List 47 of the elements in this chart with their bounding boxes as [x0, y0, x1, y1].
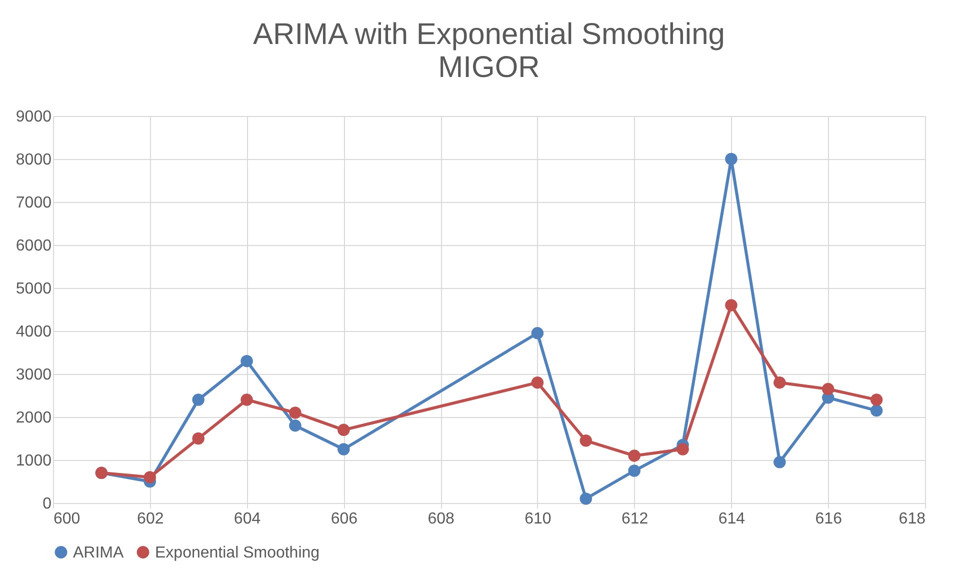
- y-tick-label: 2000: [16, 410, 52, 426]
- chart-subtitle: MIGOR: [438, 51, 540, 84]
- point: [725, 299, 738, 312]
- x-tick-label: 612: [621, 510, 648, 528]
- y-tick-label: 4000: [16, 324, 52, 340]
- y-tick-label: 9000: [16, 108, 52, 126]
- x-tick-label: 600: [54, 510, 80, 528]
- y-tick-label: 0: [42, 496, 52, 512]
- y-tick-label: 7000: [16, 194, 52, 212]
- legend-label: ARIMA: [73, 544, 124, 562]
- point: [822, 382, 834, 396]
- y-tick-label: 6000: [16, 238, 52, 254]
- point: [774, 376, 786, 389]
- y-tick-label: 3000: [16, 366, 52, 384]
- point: [144, 471, 156, 484]
- x-tick-label: 616: [815, 510, 842, 528]
- y-tick-label: 5000: [16, 280, 52, 298]
- point: [580, 434, 592, 447]
- y-tick-label: 8000: [16, 152, 52, 168]
- point: [628, 464, 640, 477]
- point: [531, 376, 544, 389]
- x-tick-label: 606: [330, 510, 358, 528]
- point: [870, 394, 883, 406]
- x-tick-label: 604: [234, 510, 261, 528]
- point: [725, 152, 738, 166]
- x-tick-label: 618: [898, 510, 926, 528]
- point: [774, 456, 786, 468]
- legend-label: Exponential Smoothing: [155, 544, 320, 562]
- chart-title: ARIMA with Exponential Smoothing: [253, 18, 725, 51]
- point: [192, 432, 204, 445]
- point: [289, 406, 302, 419]
- point: [289, 419, 302, 432]
- point: [870, 404, 883, 417]
- x-tick-label: 608: [428, 510, 454, 528]
- x-tick-label: 602: [137, 510, 164, 528]
- point: [240, 394, 253, 406]
- point: [240, 354, 253, 368]
- y-tick-label: 1000: [16, 452, 52, 470]
- point: [338, 443, 350, 456]
- x-tick-label: 614: [718, 510, 746, 528]
- point: [338, 424, 350, 436]
- point: [676, 443, 689, 456]
- point: [531, 327, 544, 340]
- point: [580, 492, 592, 505]
- point: [192, 394, 204, 406]
- point: [628, 450, 640, 462]
- x-tick-label: 610: [524, 510, 552, 528]
